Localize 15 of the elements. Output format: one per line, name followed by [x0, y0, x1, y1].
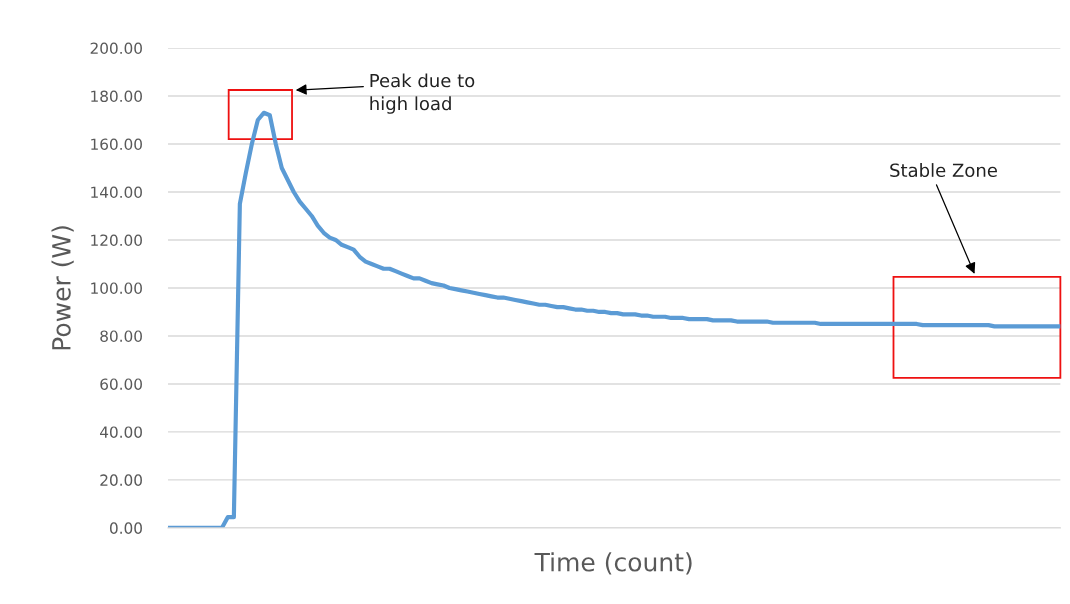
y-tick-label: 80.00 [100, 330, 142, 342]
annotation: Stable Zone [890, 163, 997, 178]
y-tick-label: 0.00 [109, 522, 142, 534]
y-tick-label: 40.00 [100, 426, 142, 438]
y-tick-label: 160.00 [91, 138, 142, 151]
annotation: Peak due to high load [370, 73, 475, 114]
y-tick-label: 140.00 [91, 186, 142, 198]
y-tick-label: 180.00 [91, 90, 142, 103]
y-tick-label: 120.00 [91, 234, 142, 246]
y-tick-label: 100.00 [91, 282, 142, 294]
y-tick-label: 20.00 [100, 474, 142, 486]
y-tick-label: 60.00 [100, 378, 142, 390]
y-axis-title: Power (W) [51, 226, 74, 350]
x-axis-title: Time (count) [534, 552, 692, 575]
y-tick-label: 200.00 [90, 42, 142, 55]
